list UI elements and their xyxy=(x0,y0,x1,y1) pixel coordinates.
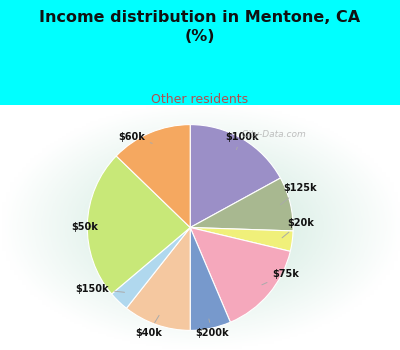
Wedge shape xyxy=(190,178,293,231)
Text: $40k: $40k xyxy=(135,315,162,338)
Wedge shape xyxy=(190,228,293,251)
Wedge shape xyxy=(126,228,190,330)
Text: $20k: $20k xyxy=(282,218,314,238)
Text: $150k: $150k xyxy=(75,284,124,294)
Text: $125k: $125k xyxy=(280,183,317,205)
Wedge shape xyxy=(87,156,190,294)
Text: Other residents: Other residents xyxy=(152,93,248,106)
Text: $50k: $50k xyxy=(72,223,98,232)
Wedge shape xyxy=(190,228,230,330)
Text: $200k: $200k xyxy=(196,319,229,338)
Text: City-Data.com: City-Data.com xyxy=(236,130,305,139)
Wedge shape xyxy=(116,125,190,228)
Wedge shape xyxy=(190,228,290,322)
Text: $100k: $100k xyxy=(225,132,258,149)
Text: $75k: $75k xyxy=(262,269,299,285)
Wedge shape xyxy=(112,228,190,308)
Wedge shape xyxy=(190,125,280,228)
Text: Income distribution in Mentone, CA
(%): Income distribution in Mentone, CA (%) xyxy=(40,10,360,44)
Text: $60k: $60k xyxy=(118,132,152,143)
